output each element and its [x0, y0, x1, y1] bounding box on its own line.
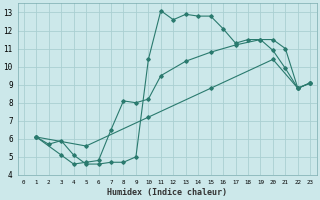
- X-axis label: Humidex (Indice chaleur): Humidex (Indice chaleur): [107, 188, 227, 197]
